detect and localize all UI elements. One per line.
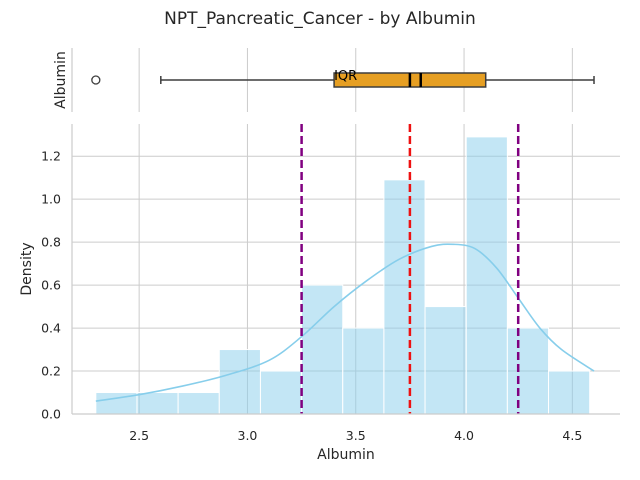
y-tick-label: 0.0	[41, 407, 61, 422]
histogram-bar	[177, 392, 220, 415]
boxplot-y-axis-label: Albumin	[53, 51, 69, 109]
histogram-bar	[506, 327, 550, 415]
chart-title: NPT_Pancreatic_Cancer - by Albumin	[164, 9, 476, 29]
y-tick-label: 0.8	[41, 235, 61, 250]
histogram-bar	[424, 306, 467, 415]
x-tick-label: 3.5	[346, 428, 366, 443]
histogram-panel: 2.5 3.0 3.5 4.0 4.5 0.0 0.2 0.4 0.6 0.8 1.0 1.2 Al…	[19, 124, 620, 463]
x-tick-label: 3.0	[238, 428, 258, 443]
histogram-bar	[218, 349, 261, 415]
y-tick-label: 1.0	[41, 192, 61, 207]
histogram-bar	[548, 370, 591, 415]
y-axis-label: Density	[19, 242, 35, 295]
y-tick-label: 0.4	[41, 321, 61, 336]
x-tick-label: 4.5	[562, 428, 582, 443]
y-tick-label: 0.6	[41, 278, 61, 293]
histogram-bar	[383, 179, 426, 415]
iqr-annotation: IQR	[334, 69, 357, 84]
kde-curve	[95, 243, 595, 402]
x-tick-label: 4.0	[454, 428, 474, 443]
y-tick-label: 1.2	[41, 149, 61, 164]
histogram-bar	[136, 392, 179, 415]
x-tick-label: 2.5	[129, 428, 149, 443]
y-tick-label: 0.2	[41, 364, 61, 379]
histogram-bar	[465, 136, 508, 415]
boxplot-outlier	[91, 75, 101, 85]
boxplot-panel: Albumin IQR	[53, 48, 595, 112]
x-axis-label: Albumin	[317, 447, 375, 463]
histogram-bar	[259, 370, 303, 415]
histogram-bar	[342, 327, 385, 415]
